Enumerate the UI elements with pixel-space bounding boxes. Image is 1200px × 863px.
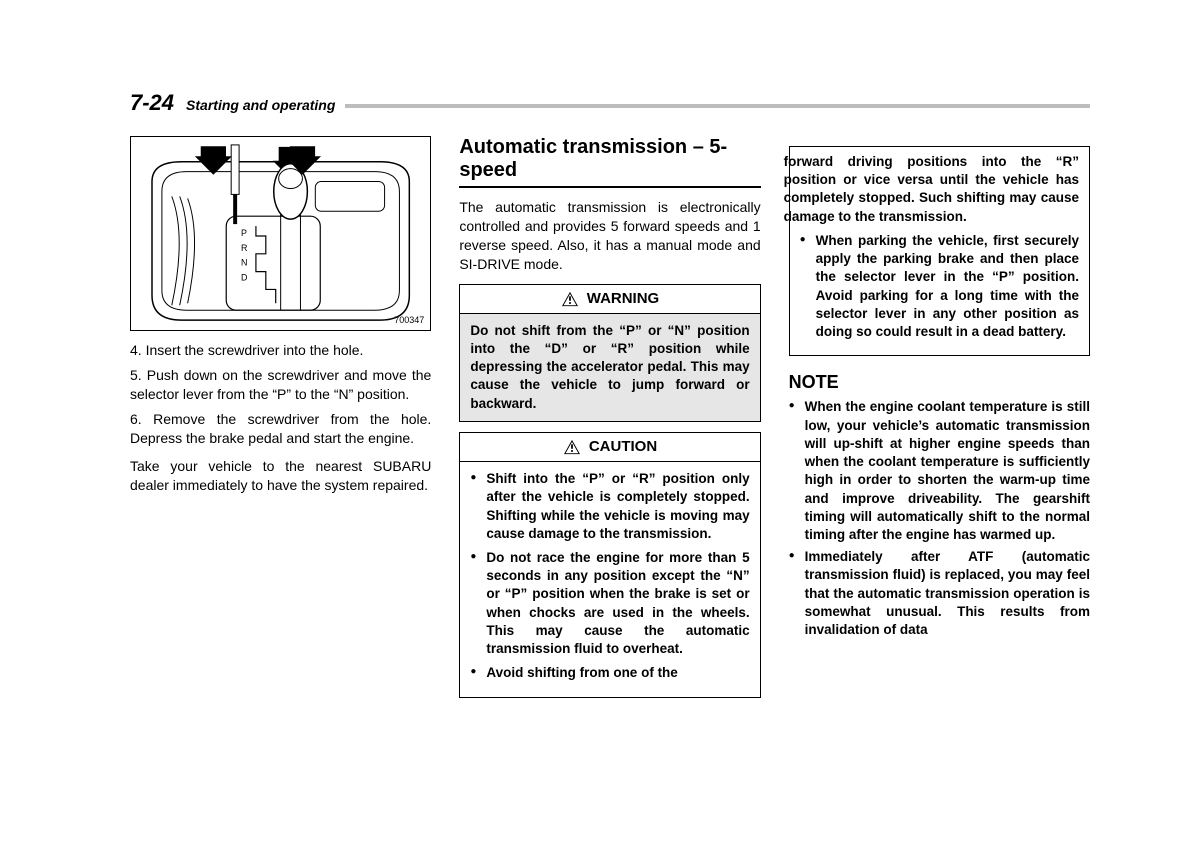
column-1: P R N D <box>130 136 431 708</box>
caution-callout-cont: forward driving positions into the “R” p… <box>789 146 1090 356</box>
warning-body: Do not shift from the “P” or “N” positio… <box>460 314 759 421</box>
caution-label: CAUTION <box>589 437 657 457</box>
svg-text:D: D <box>241 273 247 283</box>
intro-paragraph: The automatic transmission is electronic… <box>459 198 760 274</box>
note-list: When the engine coolant temperature is s… <box>789 398 1090 639</box>
caution-body: Shift into the “P” or “R” position only … <box>460 462 759 696</box>
transmission-heading: Automatic transmission – 5-speed <box>459 136 760 188</box>
step-6: 6. Remove the screwdriver from the hole.… <box>130 410 431 448</box>
figure-id: 700347 <box>394 314 424 326</box>
caution-body-cont: forward driving positions into the “R” p… <box>790 147 1089 355</box>
closing-paragraph: Take your vehicle to the nearest SUBARU … <box>130 457 431 495</box>
caution-item-3: Avoid shifting from one of the <box>470 664 749 682</box>
warning-label: WARNING <box>587 289 660 309</box>
shift-lever-diagram: P R N D <box>130 136 431 331</box>
caution-callout: CAUTION Shift into the “P” or “R” positi… <box>459 432 760 698</box>
page-number: 7-24 <box>130 90 174 116</box>
column-2: Automatic transmission – 5-speed The aut… <box>459 136 760 708</box>
shift-lever-svg: P R N D <box>131 137 430 330</box>
note-item-1: When the engine coolant temperature is s… <box>789 398 1090 544</box>
step-5: 5. Push down on the screwdriver and move… <box>130 366 431 404</box>
note-item-2: Immediately after ATF (automatic transmi… <box>789 548 1090 639</box>
svg-text:P: P <box>241 228 247 238</box>
step-4: 4. Insert the screwdriver into the hole. <box>130 341 431 360</box>
warning-header: WARNING <box>460 285 759 314</box>
caution-item-1: Shift into the “P” or “R” position only … <box>470 470 749 543</box>
header-rule <box>345 104 1090 108</box>
svg-text:R: R <box>241 243 248 253</box>
caution-item-2: Do not race the engine for more than 5 s… <box>470 549 749 658</box>
column-3: forward driving positions into the “R” p… <box>789 136 1090 708</box>
page-header: 7-24 Starting and operating <box>130 90 1090 116</box>
caution-cont-text-1: forward driving positions into the “R” p… <box>784 153 1079 226</box>
note-heading: NOTE <box>789 370 1090 394</box>
caution-icon <box>563 439 581 455</box>
warning-icon <box>561 291 579 307</box>
warning-callout: WARNING Do not shift from the “P” or “N”… <box>459 284 760 422</box>
caution-cont-item-1: forward driving positions into the “R” p… <box>800 153 1079 226</box>
caution-list: Shift into the “P” or “R” position only … <box>470 470 749 682</box>
note-body: When the engine coolant temperature is s… <box>789 398 1090 639</box>
caution-list-cont: forward driving positions into the “R” p… <box>800 153 1079 341</box>
caution-cont-item-2: When parking the vehicle, first securely… <box>800 232 1079 341</box>
section-title: Starting and operating <box>186 97 335 113</box>
caution-header: CAUTION <box>460 433 759 462</box>
svg-text:N: N <box>241 258 247 268</box>
content-columns: P R N D <box>130 136 1090 708</box>
manual-page: 7-24 Starting and operating P R N <box>0 0 1200 863</box>
